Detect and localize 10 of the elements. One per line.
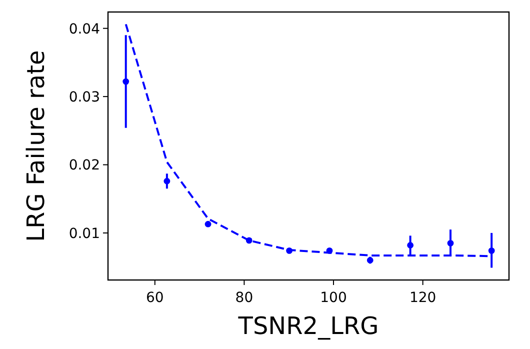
y-tick-label: 0.03 bbox=[68, 89, 100, 106]
y-tick-label: 0.02 bbox=[68, 158, 100, 174]
x-tick-label: 80 bbox=[235, 290, 254, 306]
x-tick-label: 60 bbox=[146, 290, 164, 306]
x-tick-label: 120 bbox=[409, 290, 436, 306]
x-tick-label: 100 bbox=[320, 290, 347, 306]
y-tick-label: 0.01 bbox=[68, 226, 100, 242]
x-axis-title: TSNR2_LRG bbox=[237, 312, 379, 340]
y-tick-label: 0.04 bbox=[68, 21, 100, 38]
y-axis-title: LRG Failure rate bbox=[22, 50, 50, 242]
